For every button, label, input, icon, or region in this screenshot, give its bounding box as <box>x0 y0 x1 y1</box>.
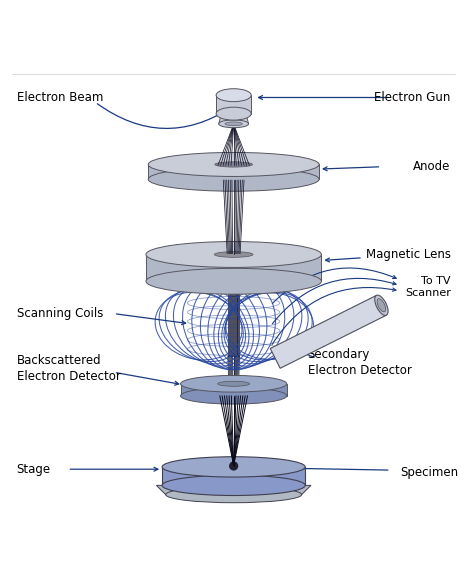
Ellipse shape <box>216 89 251 102</box>
Polygon shape <box>270 295 386 368</box>
Ellipse shape <box>162 457 305 477</box>
Text: Backscattered
Electron Detector: Backscattered Electron Detector <box>17 354 120 383</box>
Ellipse shape <box>375 295 388 315</box>
Ellipse shape <box>377 299 386 312</box>
Text: Magnetic Lens: Magnetic Lens <box>365 248 451 261</box>
Polygon shape <box>162 467 305 485</box>
Ellipse shape <box>181 387 287 404</box>
Ellipse shape <box>148 167 319 191</box>
Ellipse shape <box>225 122 242 126</box>
Polygon shape <box>148 164 319 179</box>
Ellipse shape <box>214 251 253 257</box>
Polygon shape <box>216 95 251 114</box>
Circle shape <box>229 461 238 471</box>
Ellipse shape <box>146 269 321 294</box>
Text: To TV
Scanner: To TV Scanner <box>405 275 451 298</box>
Text: Anode: Anode <box>413 160 451 173</box>
Ellipse shape <box>165 486 301 503</box>
Ellipse shape <box>216 107 251 120</box>
Ellipse shape <box>181 376 287 392</box>
Polygon shape <box>219 114 248 124</box>
Text: Electron Beam: Electron Beam <box>17 91 103 104</box>
Text: Specimen: Specimen <box>400 466 458 479</box>
Ellipse shape <box>148 152 319 176</box>
Ellipse shape <box>162 475 305 496</box>
Text: Stage: Stage <box>17 463 51 476</box>
Ellipse shape <box>219 120 248 127</box>
Text: Secondary
Electron Detector: Secondary Electron Detector <box>308 348 411 377</box>
Text: Scanning Coils: Scanning Coils <box>17 307 103 320</box>
Ellipse shape <box>146 242 321 267</box>
Polygon shape <box>181 384 287 396</box>
Ellipse shape <box>215 162 253 167</box>
Ellipse shape <box>218 381 250 386</box>
Text: Electron Gun: Electron Gun <box>374 91 451 104</box>
Polygon shape <box>156 485 311 494</box>
Polygon shape <box>146 254 321 281</box>
